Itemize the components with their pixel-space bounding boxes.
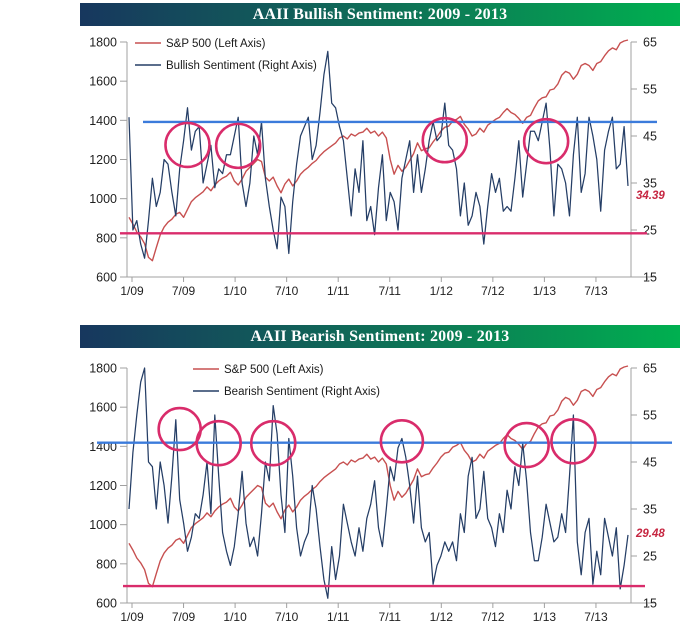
left-axis-tick-label: 1200: [89, 479, 117, 493]
highlight-circle: [421, 116, 469, 164]
sentiment-line: [128, 50, 629, 259]
x-axis-tick-label: 7/13: [584, 610, 608, 624]
x-axis-tick-label: 1/13: [533, 284, 557, 298]
sentiment-line: [128, 367, 629, 599]
bullish-chart-title: AAII Bullish Sentiment: 2009 - 2013: [252, 5, 508, 23]
x-axis-tick-label: 7/12: [481, 284, 505, 298]
right-axis-tick-label: 65: [643, 362, 657, 376]
right-axis-tick-label: 25: [643, 550, 657, 564]
x-axis-tick-label: 1/13: [533, 610, 557, 624]
right-axis-tick-label: 65: [643, 36, 657, 50]
bearish-chart-plot: 180016001400120010008006006555453525151/…: [89, 362, 672, 624]
sp500-line: [128, 365, 629, 588]
legend-label: Bearish Sentiment (Right Axis): [224, 386, 380, 398]
left-axis-tick-label: 1600: [89, 401, 117, 415]
right-axis-tick-label: 15: [643, 597, 657, 611]
bullish-chart-section: AAII Bullish Sentiment: 2009 - 2013 1800…: [0, 3, 680, 310]
highlight-circle: [503, 421, 550, 469]
highlight-circle: [164, 121, 211, 169]
left-axis-tick-label: 1200: [89, 153, 117, 167]
left-axis-tick-label: 1800: [89, 362, 117, 376]
highlight-circle: [214, 122, 262, 170]
left-axis-tick-label: 1000: [89, 192, 117, 206]
left-axis-tick-label: 1400: [89, 114, 117, 128]
bullish-chart-title-bar: AAII Bullish Sentiment: 2009 - 2013: [80, 3, 680, 26]
x-axis-tick-label: 1/10: [223, 284, 247, 298]
highlight-circle: [249, 419, 297, 467]
x-axis-tick-label: 7/11: [379, 284, 402, 298]
highlight-circle: [550, 418, 597, 465]
left-axis-tick-label: 800: [96, 557, 117, 571]
right-axis-tick-label: 55: [643, 409, 657, 423]
right-axis-tick-label: 35: [643, 177, 657, 191]
legend-label: S&P 500 (Left Axis): [224, 364, 324, 376]
x-axis-tick-label: 7/11: [379, 610, 402, 624]
left-axis-tick-label: 1600: [89, 75, 117, 89]
x-axis-tick-label: 7/09: [172, 284, 196, 298]
right-axis-tick-label: 55: [643, 83, 657, 97]
left-axis-tick-label: 600: [96, 597, 117, 611]
right-axis-tick-label: 35: [643, 503, 657, 517]
left-axis-tick-label: 1800: [89, 36, 117, 50]
bullish-chart-plot: 1800 1600 1400 1200 1000 800 600 65 55 45 35 25 15 1/…: [89, 36, 665, 299]
bearish-chart-title-bar: AAII Bearish Sentiment: 2009 - 2013: [80, 325, 680, 348]
x-axis-tick-label: 1/11: [327, 610, 350, 624]
right-axis-tick-label: 45: [643, 130, 657, 144]
x-axis-tick-label: 7/09: [172, 610, 196, 624]
left-axis-tick-label: 1000: [89, 518, 117, 532]
last-value-label: 29.48: [635, 528, 665, 540]
highlight-circle: [195, 419, 242, 467]
legend-label: S&P 500 (Left Axis): [166, 38, 266, 50]
x-axis-tick-label: 7/12: [481, 610, 505, 624]
x-axis-tick-label: 1/09: [120, 284, 144, 298]
right-axis-tick-label: 15: [643, 271, 657, 285]
x-axis-tick-label: 1/09: [120, 610, 144, 624]
last-value-label: 34.39: [636, 190, 665, 202]
legend-label: Bullish Sentiment (Right Axis): [166, 60, 317, 72]
sp500-line: [128, 39, 629, 262]
right-axis-tick-label: 45: [643, 456, 657, 470]
bearish-chart-title: AAII Bearish Sentiment: 2009 - 2013: [250, 327, 510, 345]
bearish-chart-section: AAII Bearish Sentiment: 2009 - 2013 1800…: [0, 325, 680, 634]
left-axis-tick-label: 800: [96, 231, 117, 245]
left-axis-tick-label: 600: [96, 271, 117, 285]
x-axis-tick-label: 7/10: [275, 610, 299, 624]
highlight-circle: [522, 117, 570, 165]
x-axis-tick-label: 1/11: [327, 284, 350, 298]
x-axis-tick-label: 1/12: [430, 610, 454, 624]
x-axis-tick-label: 7/10: [275, 284, 299, 298]
highlight-circle: [379, 419, 425, 464]
x-axis-tick-label: 1/12: [430, 284, 454, 298]
x-axis-tick-label: 7/13: [584, 284, 608, 298]
right-axis-tick-label: 25: [643, 224, 657, 238]
x-axis-tick-label: 1/10: [223, 610, 247, 624]
